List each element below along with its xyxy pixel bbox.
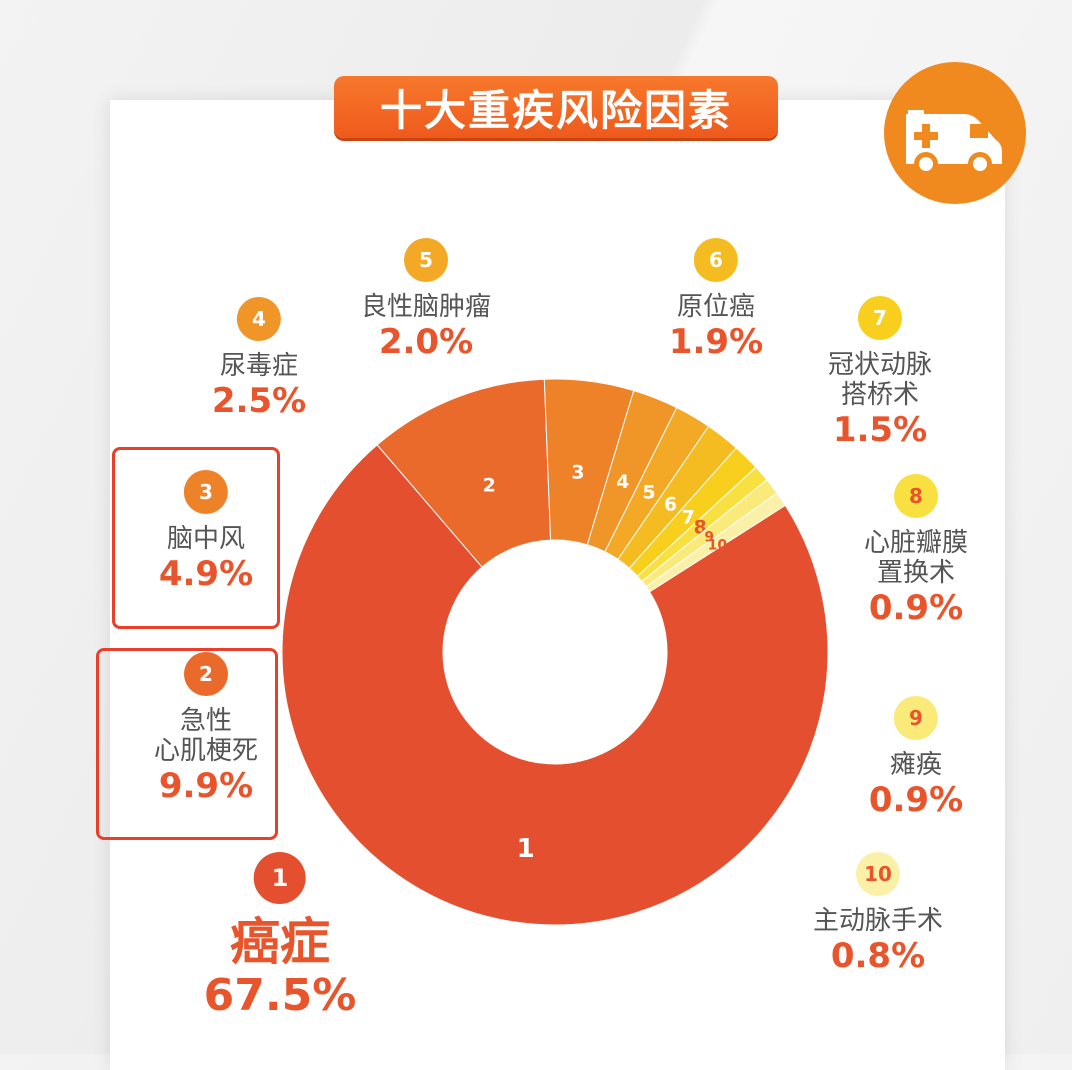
donut-hole — [443, 540, 667, 764]
legend-item-5: 5 良性脑肿瘤 2.0% — [361, 238, 491, 362]
rank-badge-2: 2 — [183, 652, 228, 696]
rank-badge-9: 9 — [893, 696, 938, 740]
slice-name-1: 癌症 — [230, 913, 330, 971]
slice-name-10: 主动脉手术 — [812, 906, 944, 936]
slice-name-8: 心脏瓣膜 置换术 — [863, 528, 969, 588]
legend-item-6: 6 原位癌 1.9% — [669, 238, 763, 362]
legend-item-4: 4 尿毒症 2.5% — [212, 297, 306, 421]
slice-percent-1: 67.5% — [203, 970, 357, 1021]
slice-rank-label-5: 5 — [642, 481, 655, 503]
slice-name-7: 冠状动脉 搭桥术 — [827, 350, 933, 410]
legend-item-1: 1 癌症 67.5% — [203, 852, 357, 1022]
slice-rank-label-10: 10 — [708, 537, 728, 553]
rank-badge-4: 4 — [236, 297, 281, 341]
page-title: 十大重疾风险因素 — [379, 85, 732, 135]
slice-percent-5: 2.0% — [378, 322, 474, 362]
legend-item-3: 3 脑中风 4.9% — [159, 470, 253, 594]
legend-item-10: 10 主动脉手术 0.8% — [813, 852, 943, 976]
highlight-box-stroke — [112, 447, 280, 629]
rank-badge-10: 10 — [855, 852, 900, 896]
ambulance-icon — [884, 62, 1026, 204]
slice-percent-6: 1.9% — [668, 322, 764, 362]
legend-item-7: 7 冠状动脉 搭桥术 1.5% — [828, 296, 932, 450]
slice-rank-label-4: 4 — [616, 471, 629, 493]
slice-rank-label-7: 7 — [682, 506, 695, 528]
slice-rank-label-3: 3 — [571, 461, 584, 483]
slice-name-4: 尿毒症 — [219, 351, 299, 381]
slice-rank-label-1: 1 — [517, 834, 535, 864]
rank-badge-6: 6 — [693, 238, 738, 282]
legend-item-9: 9 瘫痪 0.9% — [869, 696, 963, 820]
slice-percent-8: 0.9% — [868, 588, 964, 628]
slice-name-6: 原位癌 — [676, 292, 756, 322]
slice-percent-3: 4.9% — [158, 554, 254, 594]
legend-item-8: 8 心脏瓣膜 置换术 0.9% — [864, 474, 968, 628]
rank-badge-3: 3 — [183, 470, 228, 514]
slice-percent-9: 0.9% — [868, 780, 964, 820]
title-banner: 十大重疾风险因素 — [334, 76, 778, 138]
slice-percent-7: 1.5% — [832, 410, 928, 450]
rank-badge-8: 8 — [893, 474, 938, 518]
slice-rank-label-9: 9 — [704, 529, 714, 545]
slice-name-3: 脑中风 — [166, 524, 246, 554]
rank-badge-5: 5 — [403, 238, 448, 282]
slice-percent-10: 0.8% — [830, 936, 926, 976]
slice-name-9: 瘫痪 — [889, 750, 943, 780]
rank-badge-1: 1 — [254, 852, 306, 904]
slice-rank-label-2: 2 — [483, 474, 496, 496]
slice-rank-label-6: 6 — [664, 494, 677, 516]
slice-percent-4: 2.5% — [211, 381, 307, 421]
highlight-box-heart-attack — [96, 648, 278, 840]
slice-name-2: 急性 心肌梗死 — [153, 706, 259, 766]
slice-name-5: 良性脑肿瘤 — [360, 292, 492, 322]
slice-percent-2: 9.9% — [158, 766, 254, 806]
legend-item-2: 2 急性 心肌梗死 9.9% — [154, 652, 258, 806]
rank-badge-7: 7 — [857, 296, 902, 340]
